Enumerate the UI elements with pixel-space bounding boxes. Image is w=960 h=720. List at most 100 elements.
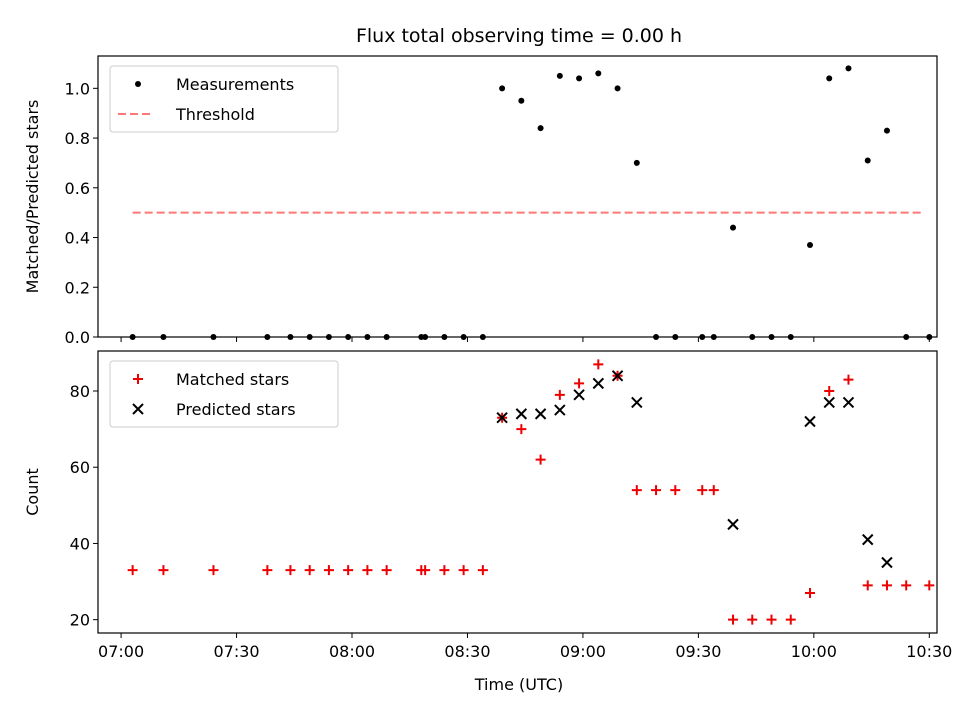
data-point: [826, 75, 833, 82]
x-axis-label: Time (UTC): [474, 675, 563, 694]
axes-frame: [97, 55, 938, 338]
data-point: [728, 614, 739, 625]
data-point: [537, 125, 544, 132]
data-point: [574, 378, 585, 389]
data-point: [631, 485, 642, 496]
data-point: [323, 565, 334, 576]
y-tick-label: 1.0: [65, 79, 90, 98]
legend-box: [109, 360, 339, 428]
data-point: [823, 396, 835, 409]
data-point: [611, 370, 624, 382]
data-point: [304, 565, 315, 576]
data-point: [883, 127, 890, 134]
data-point: [845, 65, 852, 72]
legend: Measurements Threshold: [109, 65, 339, 133]
data-point: [343, 565, 354, 576]
data-point: [420, 565, 431, 576]
data-point: [556, 72, 563, 79]
x-tick-label: 09:30: [675, 642, 721, 661]
y-tick-label: 0.2: [65, 278, 90, 297]
data-point: [727, 518, 739, 531]
panel-bottom: 20 40 60 80 07:00 07:30 08:00 08:30 09:00 09:30 10…: [23, 350, 952, 661]
data-point: [766, 614, 777, 625]
y-tick-label: 40: [70, 534, 90, 553]
x-tick-label: 10:30: [906, 642, 952, 661]
data-point: [593, 359, 604, 370]
data-point: [362, 565, 373, 576]
data-point: [862, 533, 874, 546]
legend-label: Predicted stars: [176, 400, 296, 419]
data-point: [804, 415, 816, 428]
data-point: [595, 70, 602, 77]
series-measurements: [129, 65, 933, 340]
y-tick-label: 80: [70, 382, 90, 401]
legend-marker: [133, 374, 143, 384]
data-point: [554, 389, 565, 400]
data-point: [576, 75, 583, 82]
data-point: [614, 85, 621, 92]
legend-label: Threshold: [175, 105, 255, 124]
y-axis-label: Count: [23, 468, 42, 516]
data-point: [127, 565, 138, 576]
data-point: [747, 614, 758, 625]
legend-label: Measurements: [176, 75, 294, 94]
x-tick-label: 09:00: [560, 642, 606, 661]
data-point: [785, 614, 796, 625]
y-tick-label: 0.4: [65, 229, 90, 248]
data-point: [730, 224, 737, 231]
y-tick-label: 0.6: [65, 179, 90, 198]
data-point: [924, 580, 935, 591]
data-point: [516, 424, 527, 435]
data-point: [842, 396, 855, 409]
data-point: [535, 454, 546, 465]
axes-frame: [97, 350, 938, 634]
data-point: [901, 580, 912, 591]
series-predicted-stars: [496, 370, 893, 569]
y-tick-label: 20: [70, 611, 90, 630]
x-tick-label: 08:30: [444, 642, 490, 661]
data-point: [592, 377, 605, 390]
data-point: [285, 565, 296, 576]
data-point: [651, 485, 662, 496]
data-point: [499, 85, 506, 92]
data-point: [631, 396, 643, 409]
legend-marker: [132, 403, 144, 415]
data-point: [573, 389, 585, 401]
data-point: [477, 565, 488, 576]
data-point: [633, 159, 640, 166]
data-point: [708, 485, 719, 496]
data-point: [824, 386, 835, 397]
data-point: [806, 241, 813, 248]
series-matched-stars: [127, 359, 935, 625]
legend-label: Matched stars: [176, 370, 289, 389]
data-point: [515, 408, 528, 420]
data-point: [881, 580, 892, 591]
legend-box: [109, 65, 339, 133]
data-point: [864, 157, 871, 164]
data-point: [518, 97, 525, 104]
y-tick-label: 0.8: [65, 129, 90, 148]
x-tick-label: 07:00: [98, 642, 144, 661]
chart-title: Flux total observing time = 0.00 h: [356, 25, 682, 47]
data-point: [554, 404, 566, 416]
x-tick-label: 08:00: [329, 642, 375, 661]
x-tick-label: 10:00: [791, 642, 837, 661]
legend-marker: [135, 81, 141, 87]
data-point: [158, 565, 169, 576]
legend: Matched stars Predicted stars: [109, 360, 339, 428]
data-point: [881, 556, 893, 569]
data-point: [843, 374, 854, 385]
data-point: [458, 565, 469, 576]
data-point: [439, 565, 450, 576]
data-point: [208, 565, 219, 576]
data-point: [534, 408, 547, 420]
x-tick-label: 07:30: [213, 642, 259, 661]
data-point: [862, 580, 873, 591]
data-point: [381, 565, 392, 576]
data-point: [262, 565, 273, 576]
data-point: [496, 411, 508, 424]
panel-top: 0.0 0.2 0.4 0.6 0.8 1.0 Matched/Predicted star…: [23, 55, 938, 347]
data-point: [804, 587, 815, 598]
y-tick-label: 0.0: [65, 328, 90, 347]
